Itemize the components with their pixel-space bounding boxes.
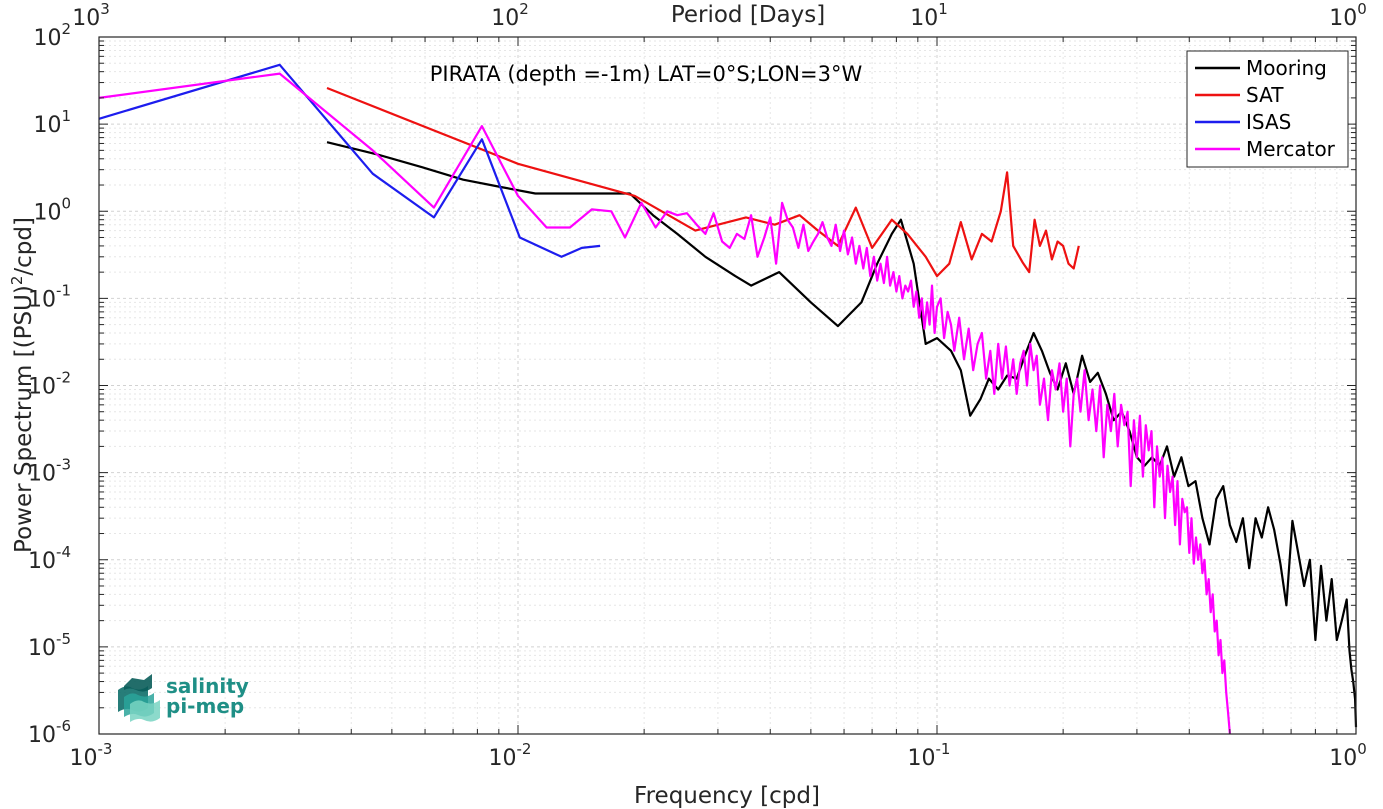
legend-label-sat: SAT bbox=[1246, 83, 1284, 107]
x-tick-label: 100 bbox=[1329, 740, 1367, 771]
top-tick-labels: 103 102 101 100 bbox=[72, 0, 1367, 31]
chart-title: PIRATA (depth =-1m) LAT=0°S;LON=3°W bbox=[430, 62, 863, 86]
y-tick-label: 10-6 bbox=[28, 717, 71, 748]
x-tick-labels: 10-3 10-2 10-1 100 bbox=[70, 740, 1367, 771]
top-tick-label: 100 bbox=[1329, 0, 1367, 31]
y-tick-label: 102 bbox=[33, 20, 71, 51]
y-tick-label: 100 bbox=[33, 194, 71, 225]
legend-label-mercator: Mercator bbox=[1246, 137, 1336, 161]
series-layer bbox=[98, 63, 1358, 735]
series-line-mercator bbox=[98, 72, 1231, 735]
top-axis-label: Period [Days] bbox=[671, 2, 825, 28]
plot-area bbox=[99, 37, 1356, 734]
logo-text-line2: pi-mep bbox=[166, 694, 244, 718]
y-tick-labels: 10-6 10-5 10-4 10-3 10-2 10-1 100 101 102 bbox=[28, 20, 71, 748]
axis-ticks bbox=[98, 36, 1357, 735]
y-axis-label: Power Spectrum [(PSU)2/cpd] bbox=[8, 217, 37, 553]
x-tick-label: 10-3 bbox=[70, 740, 113, 771]
legend: Mooring SAT ISAS Mercator bbox=[1186, 50, 1349, 168]
y-axis-label-superscript: 2 bbox=[8, 276, 26, 286]
legend-box bbox=[1186, 50, 1349, 168]
x-tick-label: 10-2 bbox=[489, 740, 532, 771]
y-tick-label: 10-1 bbox=[28, 281, 71, 312]
legend-label-isas: ISAS bbox=[1246, 110, 1291, 134]
legend-label-mooring: Mooring bbox=[1246, 56, 1327, 80]
top-tick-label: 101 bbox=[910, 0, 948, 31]
series-line-mooring bbox=[326, 141, 1358, 728]
logo-text-line1: salinity bbox=[166, 674, 249, 698]
top-tick-label: 103 bbox=[72, 0, 110, 31]
top-tick-label: 102 bbox=[491, 0, 529, 31]
series-line-isas bbox=[98, 63, 601, 258]
y-tick-label: 10-5 bbox=[28, 630, 71, 661]
legend-items: Mooring SAT ISAS Mercator bbox=[1195, 56, 1336, 161]
y-tick-label: 101 bbox=[33, 107, 71, 138]
salinity-pi-mep-logo: salinity pi-mep bbox=[118, 674, 249, 722]
x-axis-label: Frequency [cpd] bbox=[634, 783, 820, 809]
y-tick-label: 10-4 bbox=[28, 543, 71, 574]
x-tick-label: 10-1 bbox=[908, 740, 951, 771]
y-axis-label-tail: /cpd] bbox=[11, 217, 37, 276]
y-tick-label: 10-2 bbox=[28, 369, 71, 400]
logo-waves-icon bbox=[118, 674, 160, 722]
y-axis-label-main: Power Spectrum [(PSU) bbox=[11, 285, 37, 553]
y-tick-label: 10-3 bbox=[28, 456, 71, 487]
